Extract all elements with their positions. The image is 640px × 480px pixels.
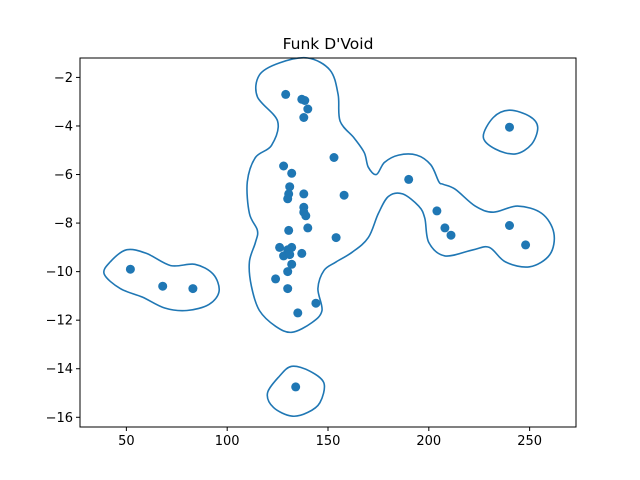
data-point-26 <box>287 259 297 269</box>
contour-line-1 <box>103 248 221 312</box>
x-tick-label: 100 <box>215 434 240 449</box>
data-point-38 <box>440 223 450 233</box>
y-tick-label: −12 <box>46 314 73 329</box>
y-tick-label: −8 <box>54 217 73 232</box>
data-point-37 <box>432 206 442 216</box>
x-tick-label: 250 <box>517 434 542 449</box>
chart-title: Funk D'Void <box>283 35 374 53</box>
data-point-9 <box>279 161 289 171</box>
x-tick-label: 200 <box>416 434 441 449</box>
y-tick-label: −14 <box>46 362 73 377</box>
data-point-27 <box>283 267 293 277</box>
data-point-17 <box>301 211 311 221</box>
data-point-32 <box>291 382 301 392</box>
data-point-7 <box>303 104 313 114</box>
data-point-6 <box>300 96 310 105</box>
data-point-2 <box>158 281 168 291</box>
data-point-34 <box>339 190 349 200</box>
data-point-3 <box>188 284 198 294</box>
y-tick-label: −4 <box>54 119 73 134</box>
data-point-39 <box>446 230 456 240</box>
data-point-42 <box>521 240 531 250</box>
data-point-11 <box>285 182 295 192</box>
data-point-25 <box>297 248 307 258</box>
data-point-31 <box>293 308 303 318</box>
data-point-30 <box>311 298 321 308</box>
data-point-4 <box>281 89 291 99</box>
y-tick-label: −6 <box>54 168 73 183</box>
x-tick-label: 150 <box>316 434 341 449</box>
x-tick-label: 50 <box>118 434 135 449</box>
y-axis: −16 −14 −12 −10 −8 −6 −4 −2 <box>46 71 80 426</box>
data-point-13 <box>283 194 293 204</box>
y-tick-label: −16 <box>46 411 73 426</box>
contour-line-3 <box>266 365 326 418</box>
data-point-29 <box>283 284 293 294</box>
y-tick-label: −2 <box>54 71 73 86</box>
data-point-36 <box>404 174 414 184</box>
data-point-1 <box>125 264 135 274</box>
data-point-41 <box>505 221 514 230</box>
data-point-40 <box>505 122 514 132</box>
contour-line-2 <box>246 56 556 334</box>
data-point-33 <box>329 153 339 162</box>
data-point-14 <box>299 189 309 199</box>
data-point-19 <box>284 225 294 235</box>
data-point-10 <box>287 168 297 178</box>
contour-layer <box>103 56 556 418</box>
data-point-35 <box>331 233 341 243</box>
contour-line-4 <box>482 109 539 155</box>
data-point-8 <box>299 113 309 122</box>
point-layer <box>125 89 531 392</box>
data-point-18 <box>303 223 313 233</box>
plot-frame <box>79 57 577 428</box>
y-tick-label: −10 <box>46 265 73 280</box>
data-point-20 <box>275 242 285 252</box>
data-point-24 <box>285 250 295 260</box>
x-axis: 50 100 150 200 250 <box>118 427 542 449</box>
data-point-28 <box>271 274 281 284</box>
